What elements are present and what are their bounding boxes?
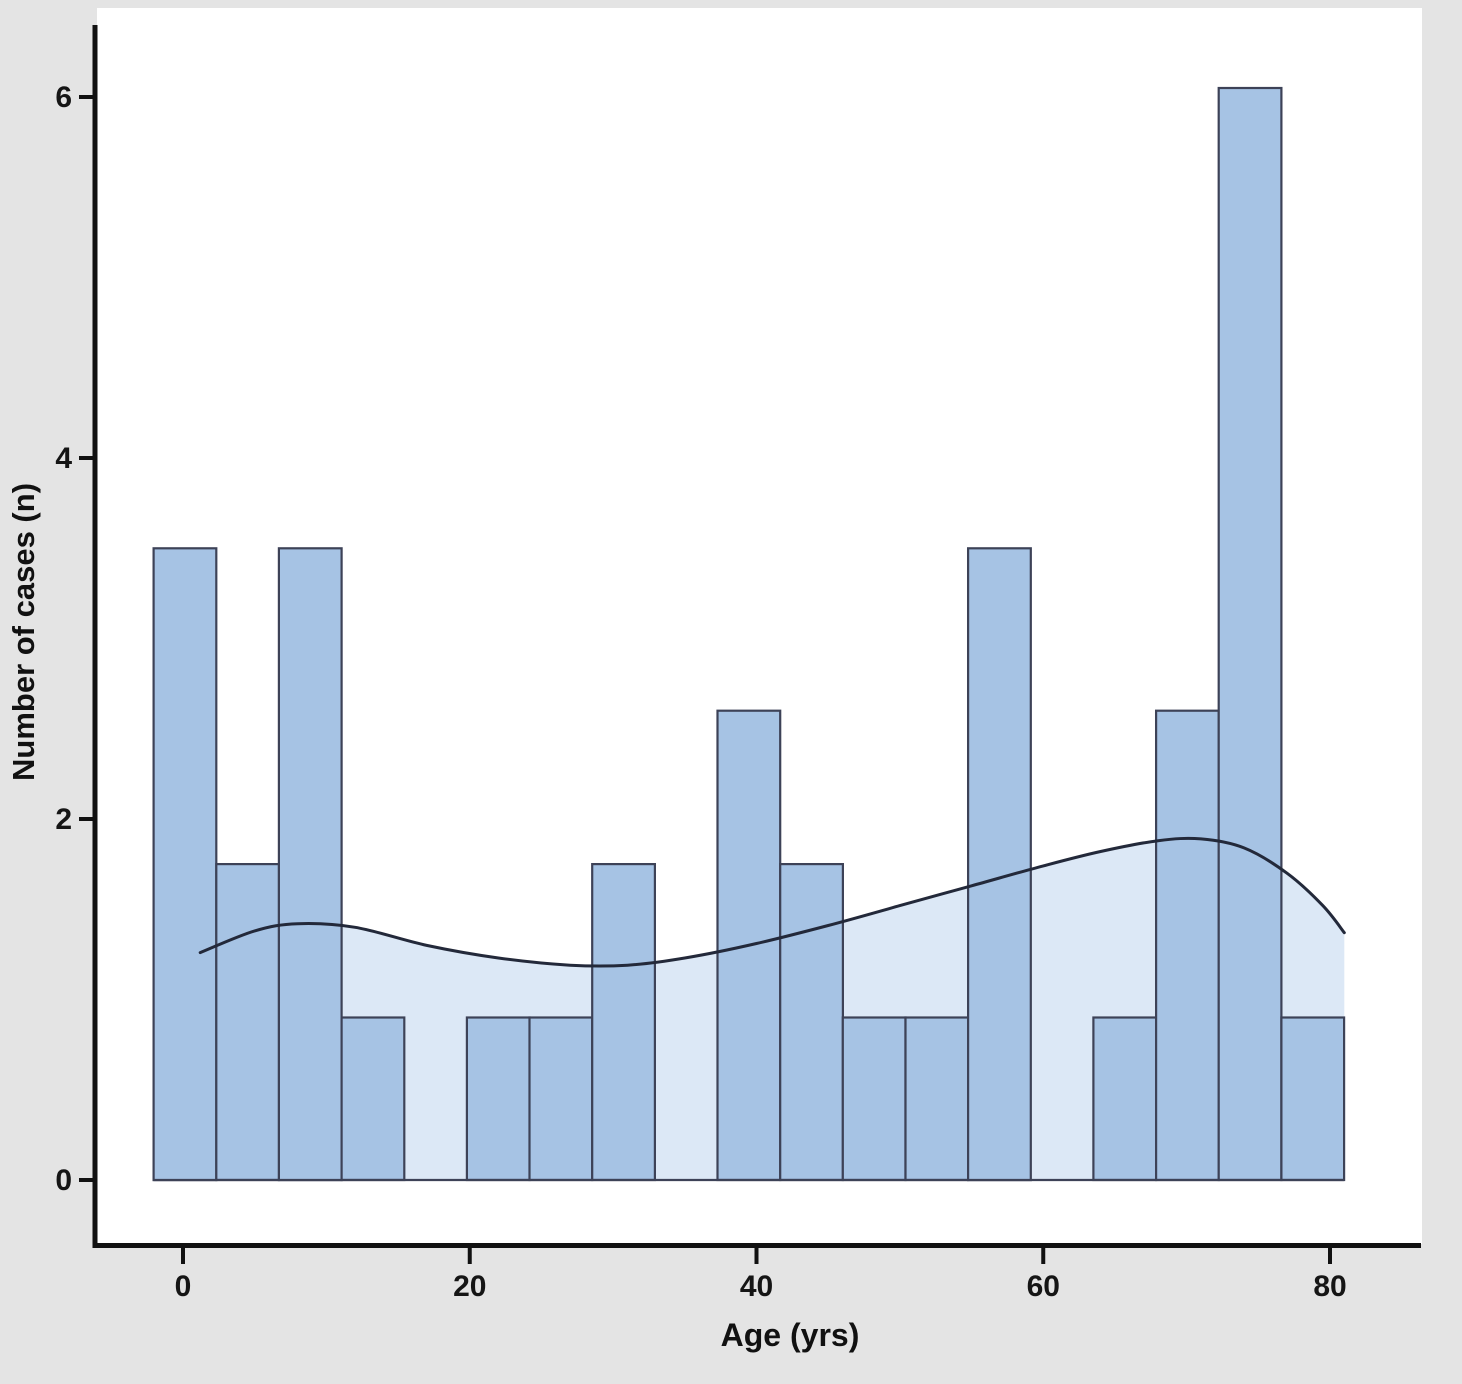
histogram-bar	[779, 862, 845, 1182]
histogram-bar	[841, 1016, 907, 1182]
density-curve	[198, 836, 1346, 968]
histogram-bar	[465, 1016, 531, 1182]
histogram-bar	[1092, 1016, 1158, 1182]
x-tick-label: 20	[453, 1270, 486, 1303]
histogram-bar	[904, 1016, 970, 1182]
y-tick-label: 2	[55, 803, 72, 836]
y-tick-label: 0	[55, 1164, 72, 1197]
x-tick-label: 40	[740, 1270, 773, 1303]
y-axis-title: Number of cases (n)	[6, 483, 41, 781]
histogram-bar	[1217, 86, 1283, 1182]
x-axis-title: Age (yrs)	[721, 1317, 860, 1353]
histogram-bar	[1280, 1016, 1346, 1182]
histogram-bar	[340, 1016, 406, 1182]
x-tick-label: 80	[1313, 1270, 1346, 1303]
histogram-bar	[528, 1016, 594, 1182]
histogram-bar	[966, 547, 1032, 1182]
histogram-bar	[1154, 709, 1220, 1182]
y-tick-label: 6	[55, 81, 72, 114]
y-tick-label: 4	[55, 442, 72, 475]
histogram-bar	[591, 862, 657, 1182]
histogram-bar	[277, 547, 343, 1182]
x-tick-label: 60	[1027, 1270, 1060, 1303]
histogram-bar	[152, 547, 218, 1182]
x-tick-label: 0	[175, 1270, 192, 1303]
histogram-bar	[215, 862, 281, 1182]
